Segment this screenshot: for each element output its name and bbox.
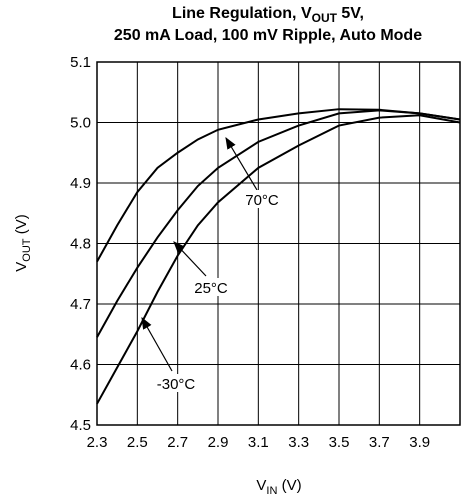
annotation-arrows bbox=[141, 136, 258, 372]
x-tick-label: 2.9 bbox=[208, 434, 229, 451]
y-tick-label: 5.0 bbox=[70, 115, 91, 132]
x-tick-label: 3.1 bbox=[248, 434, 269, 451]
annotation: 70°C bbox=[245, 192, 279, 209]
x-axis-label: VIN (V) bbox=[256, 477, 301, 497]
y-tick-label: 4.7 bbox=[70, 296, 91, 313]
y-tick-label: 5.1 bbox=[70, 54, 91, 71]
x-tick-label: 3.3 bbox=[288, 434, 309, 451]
x-tick-label: 3.9 bbox=[409, 434, 430, 451]
x-tick-label: 2.7 bbox=[167, 434, 188, 451]
line bbox=[96, 109, 461, 338]
x-tick-label: 2.3 bbox=[87, 434, 108, 451]
annotation: -30°C bbox=[157, 376, 196, 393]
chart-title: Line Regulation, VOUT 5V, bbox=[172, 5, 364, 25]
x-tick-label: 2.5 bbox=[127, 434, 148, 451]
y-tick-label: 4.8 bbox=[70, 236, 91, 253]
chart-subtitle: 250 mA Load, 100 mV Ripple, Auto Mode bbox=[114, 27, 422, 44]
x-tick-label: 3.5 bbox=[329, 434, 350, 451]
y-tick-label: 4.5 bbox=[70, 417, 91, 434]
y-tick-label: 4.9 bbox=[70, 175, 91, 192]
line bbox=[96, 108, 461, 263]
line bbox=[96, 114, 461, 405]
annotation: 25°C bbox=[194, 280, 228, 297]
x-tick-label: 3.7 bbox=[369, 434, 390, 451]
plot-frame bbox=[96, 61, 461, 426]
y-axis-label: VOUT (V) bbox=[13, 214, 33, 271]
y-tick-label: 4.6 bbox=[70, 357, 91, 374]
